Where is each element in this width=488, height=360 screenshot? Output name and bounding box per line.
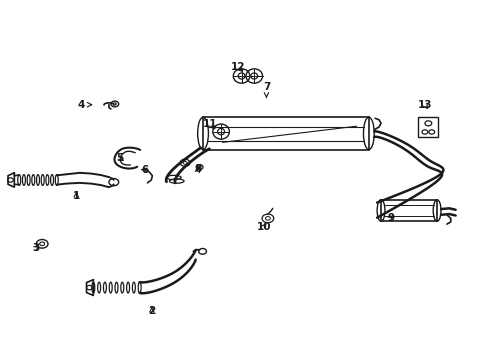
Text: 12: 12 [230, 62, 245, 72]
Text: 11: 11 [203, 120, 217, 129]
Bar [380, 200, 436, 221]
Text: 1: 1 [73, 191, 80, 201]
Bar [417, 117, 437, 137]
Text: 8: 8 [194, 164, 202, 174]
Text: 5: 5 [116, 153, 123, 163]
Text: 7: 7 [262, 82, 269, 98]
Text: 2: 2 [148, 306, 155, 316]
Text: 3: 3 [32, 243, 40, 253]
Text: 13: 13 [417, 100, 431, 110]
Text: 6: 6 [141, 165, 148, 175]
Bar [203, 117, 368, 149]
Text: 4: 4 [77, 100, 92, 110]
Text: 9: 9 [386, 213, 393, 222]
Text: 10: 10 [256, 222, 271, 231]
